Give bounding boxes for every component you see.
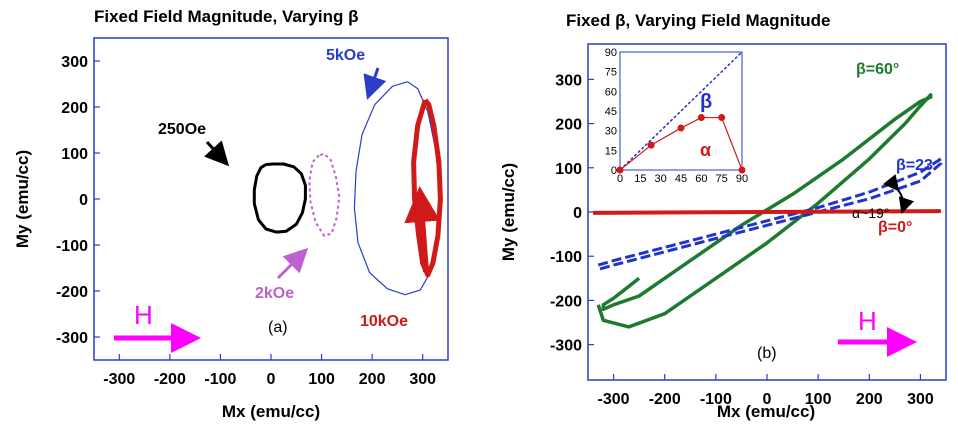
chart-b-xtick-label: 300 [907,391,934,408]
chart-a-ylabel: My (emu/cc) [13,150,32,248]
chart-a-ytick-label: -100 [56,238,88,255]
chart-b-xtick-label: -100 [700,391,732,408]
arrow-2koe [276,247,309,280]
chart-a-xtick-label: 0 [267,371,276,388]
chart-b-xlabel: Mx (emu/cc) [717,402,815,421]
chart-b-ytick-label: -200 [550,293,582,310]
chart-a-title: Fixed Field Magnitude, Varying β [94,7,358,26]
label-beta23: β=23 [896,157,933,174]
alpha-arc [883,174,915,214]
inset-xtick-label: 0 [617,173,623,185]
inset-alpha-line [619,116,743,171]
inset-ytick-label: 60 [605,86,617,98]
chart-a-ytick-label: 300 [61,54,88,71]
inset-alpha-point [616,166,624,174]
chart-a-series-line [308,152,341,237]
chart-b-title: Fixed β, Varying Field Magnitude [566,11,830,30]
chart-a-series-line [411,98,443,278]
inset-ytick-label: 15 [605,145,617,157]
arrow-250oe [203,140,230,167]
h-label-a: H [134,300,153,330]
chart-a-xtick-label: 100 [308,371,335,388]
arrow-10koe [404,186,441,273]
inset-alpha-label: α [700,140,711,160]
inset-alpha-point [738,166,746,174]
inset-alpha-point [647,141,655,149]
label-beta60: β=60° [856,61,899,78]
inset-beta-label: β [700,91,712,113]
chart-b-ylabel: My (emu/cc) [499,163,518,261]
label-alpha19: α~19° [852,205,889,221]
chart-b-xtick-label: 100 [805,391,832,408]
chart-b: Fixed β, Varying Field Magnitude -300 -20… [499,11,947,421]
inset-alpha-point [697,114,705,122]
label-250oe: 250Oe [158,121,206,138]
chart-a-ytick-label: 0 [79,192,88,209]
inset-xtick-label: 15 [634,173,646,185]
label-5koe: 5kOe [326,47,365,64]
inset-ytick-label: 75 [605,67,617,79]
chart-a-xtick-label: -100 [204,371,236,388]
inset-ytick-label: 90 [605,47,617,59]
chart-a-xtick-label: -200 [154,371,186,388]
h-label-b: H [858,306,877,336]
chart-b-xtick-label: -200 [649,391,681,408]
chart-b-xtick-label: 0 [763,391,772,408]
chart-a-ytick-label: -300 [56,330,88,347]
chart-b-ytick-label: 200 [555,117,582,134]
chart-b-ytick-label: -100 [550,249,582,266]
arrow-5koe [363,67,387,100]
inset-alpha-point [718,114,726,122]
inset-xtick-label: 90 [736,173,748,185]
chart-a-series-line [252,162,307,234]
chart-a-ytick-label: -200 [56,284,88,301]
chart-b-ytick-label: 100 [555,161,582,178]
chart-b-xtick-label: 200 [856,391,883,408]
inset-beta-line [619,51,743,171]
chart-b-xtick-label: -300 [598,391,630,408]
chart-a-panel-label: (a) [268,319,288,336]
chart-b-ytick-label: 300 [555,72,582,89]
chart-b-series-line [597,157,943,271]
chart-a-xtick-label: 200 [359,371,386,388]
chart-b-series-line [596,93,933,329]
chart-a-ytick-label: 100 [61,146,88,163]
inset-xtick-label: 30 [655,173,667,185]
inset-ytick-label: 45 [605,106,617,118]
chart-b-panel-label: (b) [757,345,777,362]
label-10koe: 10kOe [360,313,408,330]
chart-b-ytick-label: 0 [573,205,582,222]
inset-ytick-label: 30 [605,126,617,138]
chart-a-xlabel: Mx (emu/cc) [222,402,320,421]
inset-xtick-label: 60 [695,173,707,185]
inset-xtick-label: 45 [675,173,687,185]
chart-a-xtick-label: 300 [409,371,436,388]
chart-a-xtick-label: -300 [103,371,135,388]
inset-alpha-point [677,124,685,132]
chart-b-series-line [593,209,941,215]
label-beta0: β=0° [878,219,912,236]
inset-chart: 0 15 30 45 60 75 90 0 15 30 45 60 75 90 β α [605,47,748,185]
inset-ytick-label: 0 [611,165,617,177]
inset-xtick-label: 75 [716,173,728,185]
chart-a: Fixed Field Magnitude, Varying β -300 -20… [13,7,449,421]
chart-a-ytick-label: 200 [61,100,88,117]
label-2koe: 2kOe [255,285,294,302]
chart-b-ytick-label: -300 [550,338,582,355]
